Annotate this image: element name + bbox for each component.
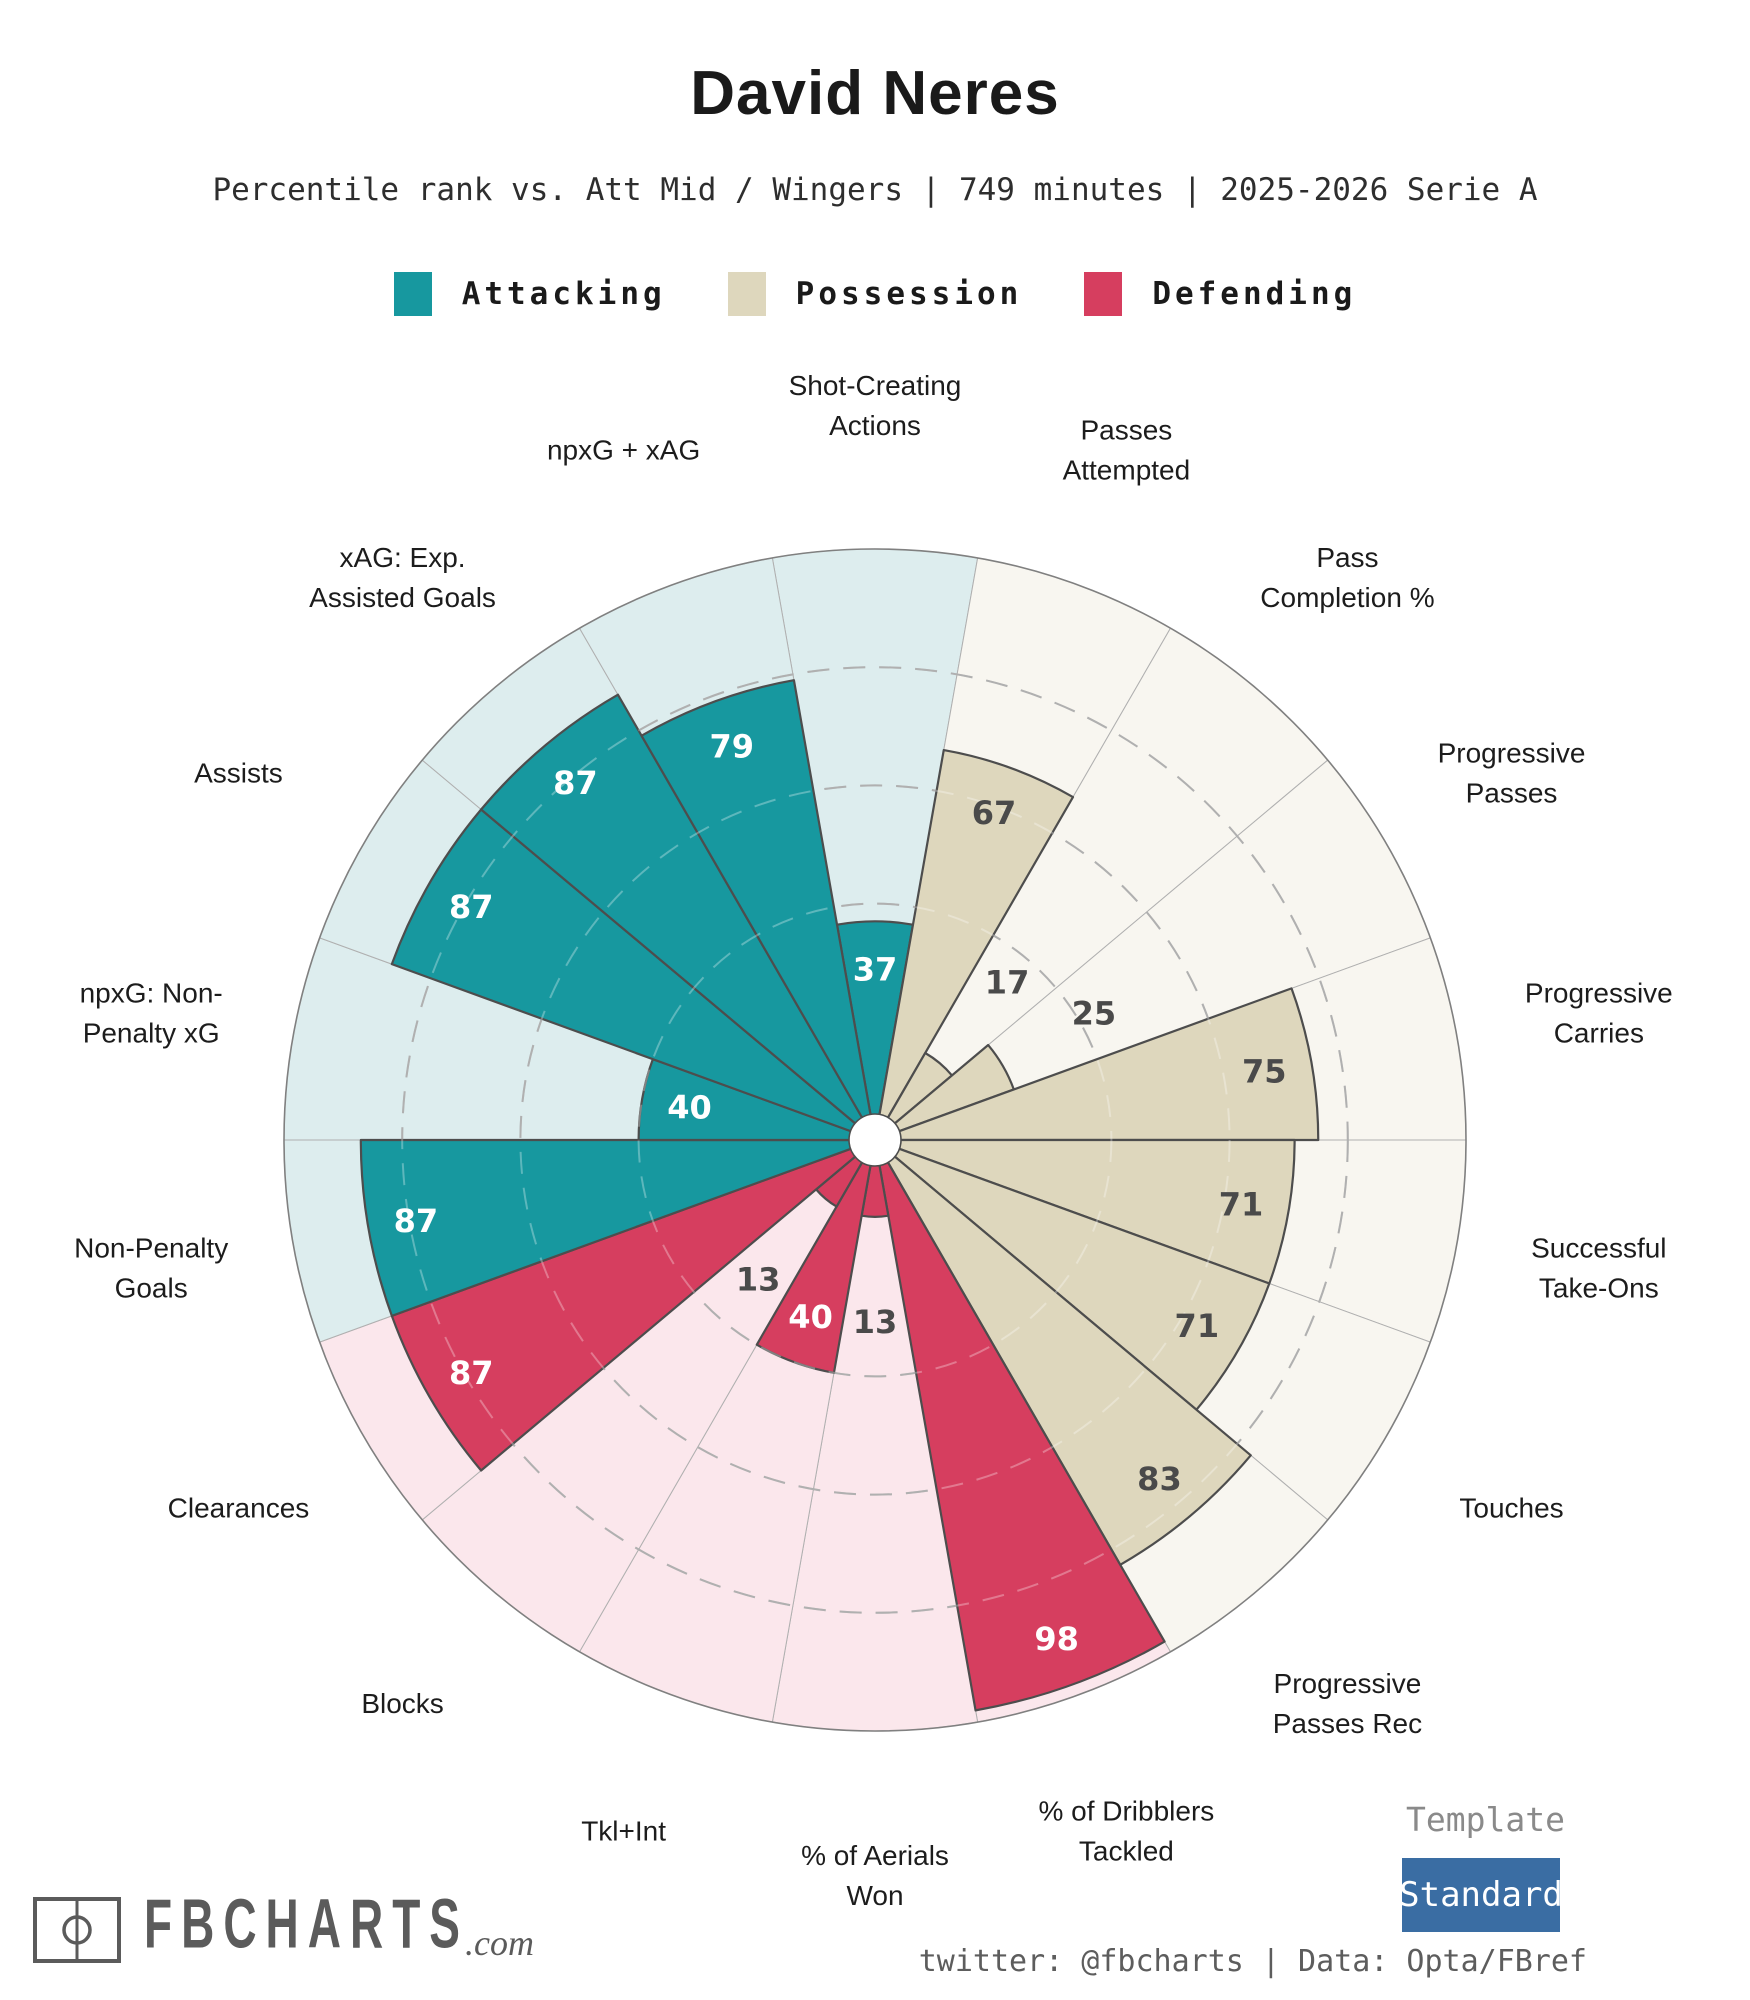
slice-fill — [390, 1138, 877, 1472]
slice-label: xAG: Exp. Assisted Goals — [309, 542, 496, 613]
pitch-icon — [33, 1897, 121, 1963]
slice-label: npxG + xAG — [547, 434, 700, 465]
fbcharts-logo: FBCHARTS.com — [32, 1883, 534, 1964]
value-label: 98 — [1034, 1620, 1079, 1658]
value-label: 87 — [449, 888, 494, 926]
value-label: 37 — [853, 950, 898, 988]
value-label: 67 — [972, 794, 1017, 832]
legend-label: Possession — [795, 276, 1023, 312]
slice-label: Clearances — [168, 1493, 310, 1524]
logo-text: FBCHARTS — [144, 1883, 469, 1963]
value-label: 87 — [394, 1202, 439, 1240]
slice-label: npxG: Non-Penalty xG — [80, 977, 223, 1048]
value-label: 71 — [1219, 1186, 1264, 1224]
slice-label: Blocks — [361, 1688, 443, 1719]
grid-ring-overlay — [519, 784, 1231, 1496]
value-label: 40 — [667, 1088, 712, 1126]
template-label: Template — [1406, 1800, 1565, 1839]
legend-label: Attacking — [461, 276, 666, 312]
value-label: 40 — [788, 1298, 833, 1336]
subtitle: Percentile rank vs. Att Mid / Wingers | … — [212, 172, 1538, 208]
slice-label: % of Dribblers Tackled — [1038, 1796, 1214, 1867]
legend-label: Defending — [1152, 276, 1357, 312]
slice-fill — [873, 1138, 1271, 1411]
value-label: 13 — [853, 1303, 898, 1341]
slice-fill — [755, 1138, 877, 1374]
slice-fill — [390, 808, 877, 1142]
value-label: 87 — [449, 1354, 494, 1392]
slice-fill — [359, 1138, 877, 1317]
slice-label: Touches — [1459, 1493, 1563, 1524]
slice-label: Passes Attempted — [1063, 414, 1191, 485]
value-label: 87 — [553, 764, 598, 802]
legend-item-defending: Defending — [1084, 272, 1356, 316]
legend-swatch — [727, 272, 766, 316]
logo-suffix: .com — [464, 1923, 534, 1963]
slice-label: Tkl+Int — [581, 1816, 666, 1847]
legend-swatch — [1084, 272, 1123, 316]
slice-fill — [480, 693, 877, 1142]
slice-label: Non-Penalty Goals — [74, 1233, 228, 1304]
value-label: 17 — [985, 964, 1030, 1002]
legend-item-attacking: Attacking — [393, 272, 666, 316]
slice-fill — [873, 748, 1075, 1142]
outer-circle — [283, 548, 1467, 1732]
credit-line: twitter: @fbcharts | Data: Opta/FBref — [918, 1944, 1587, 1979]
slice-label: Assists — [194, 758, 283, 789]
value-label: 79 — [709, 727, 754, 765]
value-label: 13 — [736, 1260, 781, 1298]
slice-label: Progressive Passes Rec — [1273, 1668, 1422, 1739]
slice-label: Successful Take-Ons — [1531, 1233, 1666, 1304]
slice-label: Pass Completion % — [1260, 542, 1434, 613]
grid-ring-overlay — [401, 666, 1349, 1614]
value-label: 25 — [1072, 995, 1117, 1033]
slice-fill — [873, 1138, 1166, 1712]
legend-swatch — [393, 272, 432, 316]
slice-fill — [873, 1138, 1252, 1566]
slice-label: Progressive Passes — [1438, 738, 1586, 809]
value-label: 75 — [1242, 1052, 1287, 1090]
slice-fill — [640, 679, 877, 1142]
slice-fill — [873, 1138, 1296, 1285]
page-title: David Neres — [690, 59, 1060, 128]
slice-label: % of Aerials Won — [801, 1840, 949, 1911]
slice-fill — [873, 987, 1320, 1142]
slice-label: Progressive Carries — [1525, 977, 1673, 1048]
center-hub — [848, 1113, 902, 1167]
grid-ring-overlay — [637, 902, 1113, 1378]
legend-item-possession: Possession — [727, 272, 1023, 316]
slice-label: Shot-Creating Actions — [789, 370, 962, 441]
template-standard-button[interactable]: Standard — [1399, 1858, 1563, 1932]
value-label: 83 — [1137, 1460, 1182, 1498]
value-label: 71 — [1175, 1307, 1220, 1345]
legend: Attacking Possession Defending — [0, 272, 1750, 316]
